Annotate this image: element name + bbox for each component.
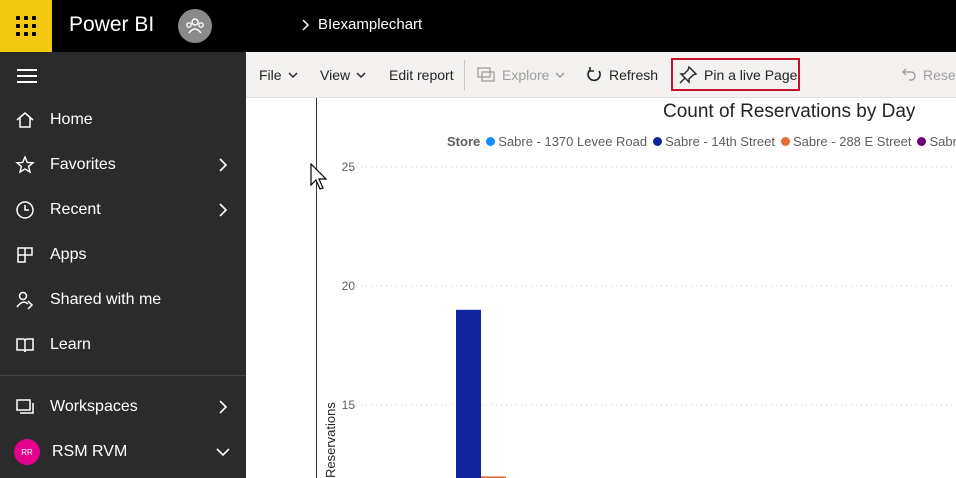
sidebar-item-apps[interactable]: Apps xyxy=(0,235,246,275)
clock-icon xyxy=(14,199,36,221)
legend-entry[interactable]: Sabre - xyxy=(917,134,956,149)
report-toolbar: File View Edit report Explore Refresh Pi… xyxy=(246,52,956,98)
pin-live-page-label: Pin a live Page xyxy=(704,67,798,83)
y-tick-label: 25 xyxy=(342,160,356,174)
sidebar-item-label: Apps xyxy=(50,246,87,263)
y-tick-label: 20 xyxy=(342,279,356,293)
report-page-border xyxy=(316,98,317,478)
file-menu-label: File xyxy=(259,67,282,83)
legend-dot xyxy=(653,137,663,146)
pin-live-page-button[interactable]: Pin a live Page xyxy=(678,52,797,98)
refresh-icon xyxy=(587,67,601,82)
toolbar-separator xyxy=(464,60,465,90)
apps-icon xyxy=(14,244,36,266)
edit-report-label: Edit report xyxy=(389,67,454,83)
chevron-right-icon xyxy=(302,18,310,31)
star-icon xyxy=(14,154,36,176)
mouse-cursor-icon xyxy=(310,163,328,190)
left-nav: Home Favorites Recent Apps Shared with m… xyxy=(0,52,246,478)
y-tick-label: 15 xyxy=(342,398,356,412)
sidebar-item-label: Shared with me xyxy=(50,291,162,308)
sidebar-item-workspace-rsm-rvm[interactable]: RR RSM RVM xyxy=(0,432,246,472)
sidebar-item-workspaces[interactable]: Workspaces xyxy=(0,387,246,427)
chevron-down-icon[interactable] xyxy=(214,443,232,461)
legend-title: Store xyxy=(447,134,481,149)
shared-icon xyxy=(14,289,36,311)
pin-icon xyxy=(679,65,698,84)
top-bar: Power BI BIexamplechart xyxy=(0,0,956,52)
legend-label: Sabre - 1370 Levee Road xyxy=(498,134,648,149)
bar-chart: 15 20 25 Reservations xyxy=(323,160,956,478)
sidebar-item-shared-with-me[interactable]: Shared with me xyxy=(0,280,246,320)
sidebar-item-label: RSM RVM xyxy=(52,443,128,460)
refresh-label: Refresh xyxy=(609,67,659,83)
book-icon xyxy=(14,334,36,356)
home-icon xyxy=(14,109,36,131)
legend-entry[interactable]: Sabre - 288 E Street xyxy=(780,134,912,149)
legend-label: Sabre - 14th Street xyxy=(665,134,775,149)
hamburger-menu-icon[interactable] xyxy=(17,69,37,87)
chevron-down-icon xyxy=(288,72,298,79)
reset-button[interactable]: Reset xyxy=(901,52,956,98)
workspace-avatar[interactable] xyxy=(178,9,212,43)
people-icon xyxy=(186,18,204,34)
chart-legend: Store Sabre - 1370 Levee Road Sabre - 14… xyxy=(447,134,956,149)
explore-label: Explore xyxy=(502,67,550,83)
sidebar-item-label: Workspaces xyxy=(50,398,138,415)
legend-label: Sabre - 288 E Street xyxy=(792,134,912,149)
view-menu[interactable]: View xyxy=(320,52,366,98)
sidebar-item-label: Recent xyxy=(50,201,101,218)
chart-title: Count of Reservations by Day xyxy=(663,101,916,122)
legend-entry[interactable]: Sabre - 14th Street xyxy=(653,134,775,149)
bar xyxy=(481,476,506,478)
waffle-icon xyxy=(16,16,36,36)
workspaces-icon xyxy=(14,396,36,418)
explore-menu[interactable]: Explore xyxy=(476,52,565,98)
legend-label: Sabre - xyxy=(929,134,956,149)
chevron-down-icon xyxy=(356,72,366,79)
legend-entry[interactable]: Sabre - 1370 Levee Road xyxy=(486,134,647,149)
app-title: Power BI xyxy=(69,13,155,36)
sidebar-divider xyxy=(0,375,246,376)
legend-dot xyxy=(780,137,790,146)
sidebar-item-label: Home xyxy=(50,111,93,128)
legend-dot xyxy=(486,137,496,146)
chevron-down-icon xyxy=(555,72,565,79)
refresh-button[interactable]: Refresh xyxy=(585,52,658,98)
chevron-right-icon[interactable] xyxy=(214,156,232,174)
file-menu[interactable]: File xyxy=(259,52,298,98)
app-launcher-button[interactable] xyxy=(0,0,52,52)
edit-report-button[interactable]: Edit report xyxy=(389,52,454,98)
sidebar-item-favorites[interactable]: Favorites xyxy=(0,145,246,185)
sidebar-item-recent[interactable]: Recent xyxy=(0,190,246,230)
workspace-badge: RR xyxy=(14,439,40,465)
chevron-right-icon[interactable] xyxy=(214,201,232,219)
sidebar-item-label: Favorites xyxy=(50,156,116,173)
sidebar-item-learn[interactable]: Learn xyxy=(0,325,246,365)
sidebar-item-home[interactable]: Home xyxy=(0,100,246,140)
y-axis-label: Reservations xyxy=(323,402,338,478)
bar xyxy=(456,309,481,478)
breadcrumb[interactable]: BIexamplechart xyxy=(302,16,422,33)
legend-dot xyxy=(917,137,927,146)
pin-live-page-highlight xyxy=(671,58,800,91)
sidebar-item-label: Learn xyxy=(50,336,91,353)
undo-icon xyxy=(902,68,916,81)
report-canvas xyxy=(246,98,956,478)
view-menu-label: View xyxy=(320,67,351,83)
explore-icon xyxy=(477,67,495,82)
chevron-right-icon[interactable] xyxy=(214,398,232,416)
breadcrumb-report-name: BIexamplechart xyxy=(318,16,423,33)
reset-label: Reset xyxy=(923,67,956,83)
